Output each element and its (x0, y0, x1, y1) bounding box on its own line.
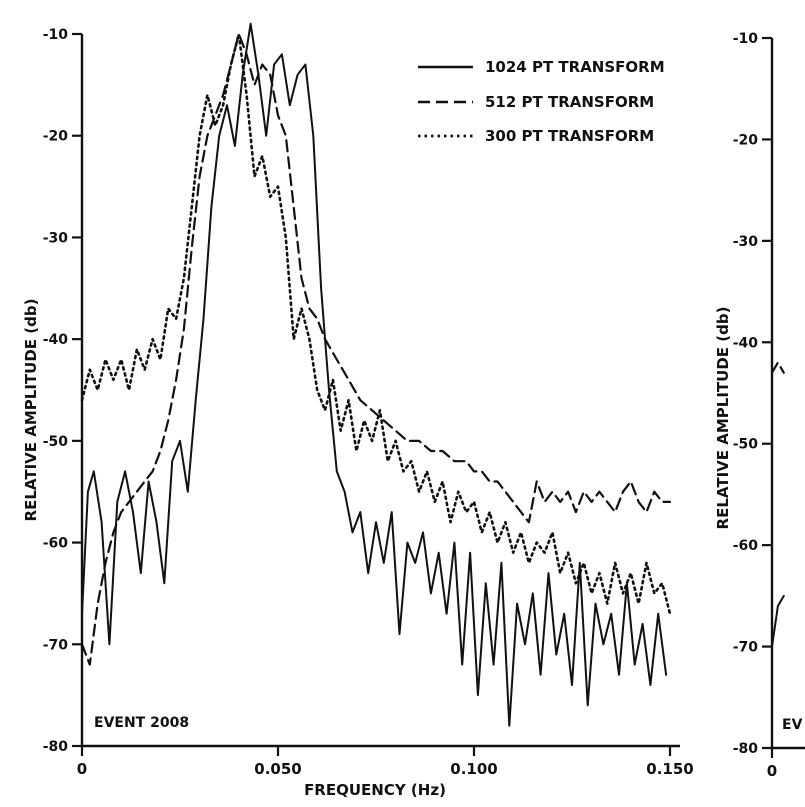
y-tick-label: -70 (43, 637, 69, 653)
left-x-axis-label: FREQUENCY (Hz) (304, 781, 446, 799)
legend: 1024 PT TRANSFORM 512 PT TRANSFORM 300 P… (418, 58, 665, 145)
right-spectrum-chart-cropped: -10 -20 -30 -40 -50 -60 -70 -80 0 RELATIVE AMPL… (714, 31, 805, 780)
y-tick-label: -70 (733, 640, 759, 656)
y-tick-label: -50 (733, 437, 759, 453)
left-y-axis-label: RELATIVE AMPLITUDE (db) (22, 299, 40, 522)
series-line-dashed (770, 361, 785, 374)
y-tick-label: -20 (733, 132, 759, 148)
y-tick-label: -40 (733, 335, 759, 351)
y-tick-label: -60 (733, 538, 759, 554)
event-annotation: EVENT 2008 (94, 715, 189, 731)
right-x-ticks: 0 (767, 748, 777, 780)
legend-entry-512: 512 PT TRANSFORM (485, 93, 654, 111)
series-line-solid (81, 22, 668, 727)
series-line-dashed (80, 32, 672, 666)
y-tick-label: -20 (43, 129, 69, 145)
y-tick-label: -60 (43, 536, 69, 552)
y-tick-label: -30 (43, 230, 69, 246)
right-event-annotation: EV (782, 717, 803, 733)
right-y-ticks: -10 -20 -30 -40 -50 -60 -70 -80 (733, 31, 772, 757)
left-spectrum-chart: -10 -20 -30 -40 -50 -60 -70 -80 0 0.050 0.100 0.15… (22, 22, 694, 799)
x-tick-label: 0.150 (646, 760, 693, 778)
y-tick-label: -10 (733, 31, 759, 47)
x-tick-label: 0 (767, 762, 777, 780)
y-tick-label: -10 (43, 27, 69, 43)
left-x-ticks: 0 0.050 0.100 0.150 (77, 746, 694, 778)
series-line-solid (771, 594, 785, 648)
x-tick-label: 0.100 (450, 760, 497, 778)
right-y-axis-label: RELATIVE AMPLITUDE (db) (714, 307, 732, 530)
legend-entry-1024: 1024 PT TRANSFORM (485, 58, 665, 76)
y-tick-label: -30 (733, 234, 759, 250)
right-series-group (770, 361, 785, 648)
y-tick-label: -50 (43, 434, 69, 450)
left-series-group (80, 22, 672, 727)
y-tick-label: -80 (43, 739, 69, 755)
y-tick-label: -80 (733, 741, 759, 757)
x-tick-label: 0 (77, 760, 87, 778)
x-tick-label: 0.050 (254, 760, 301, 778)
series-line-dotted (80, 32, 672, 616)
left-y-ticks: -10 -20 -30 -40 -50 -60 -70 -80 (43, 27, 82, 755)
y-tick-label: -40 (43, 332, 69, 348)
legend-entry-300: 300 PT TRANSFORM (485, 127, 654, 145)
